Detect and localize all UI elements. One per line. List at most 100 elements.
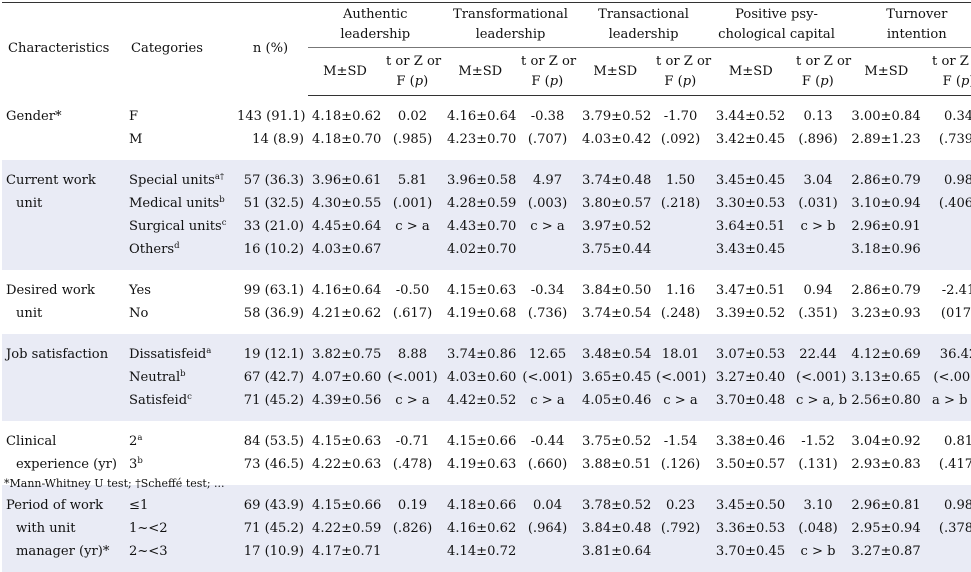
category-label: Special units: [129, 173, 215, 188]
category-cell: F: [125, 105, 233, 128]
gap-cell: [2, 270, 971, 279]
msd-cell: 2.86±0.79: [844, 279, 928, 302]
test-stat-cell: 5.81: [382, 169, 443, 192]
gap-cell: [2, 96, 971, 106]
msd-cell: 4.16±0.62: [443, 517, 517, 540]
category-cell: M: [125, 128, 233, 151]
msd-cell: 3.48±0.54: [578, 343, 652, 366]
header-characteristics: Characteristics: [2, 3, 125, 96]
test-stat-cell: (<.001): [652, 366, 709, 389]
test-stat-cell: 0.98: [928, 169, 971, 192]
test-stat-cell: [382, 238, 443, 261]
test-stat-cell: (.964): [517, 517, 578, 540]
category-label: Surgical units: [129, 219, 222, 234]
gap-cell: [2, 325, 971, 334]
msd-cell: 4.15±0.66: [308, 494, 382, 517]
category-label: F: [129, 109, 138, 124]
n-pct-cell: 71 (45.2): [233, 517, 308, 540]
section-gap: [2, 96, 971, 106]
test-stat-cell: (<.001): [792, 366, 844, 389]
test-stat-cell: 0.34: [928, 105, 971, 128]
test-stat-cell: -0.71: [382, 430, 443, 453]
test-stat-cell: [517, 540, 578, 563]
msd-cell: 4.16±0.64: [308, 279, 382, 302]
msd-cell: 3.82±0.75: [308, 343, 382, 366]
test-stat-cell: 22.44: [792, 343, 844, 366]
msd-cell: 3.74±0.54: [578, 302, 652, 325]
characteristic-cell: Job satisfaction: [2, 343, 125, 366]
msd-cell: 3.45±0.50: [709, 494, 792, 517]
header-test-line1: t or Z or: [386, 54, 441, 69]
test-stat-cell: 0.02: [382, 105, 443, 128]
characteristic-cell: [2, 238, 125, 261]
msd-cell: 3.38±0.46: [709, 430, 792, 453]
test-stat-cell: c > a: [382, 215, 443, 238]
n-pct-cell: 143 (91.1): [233, 105, 308, 128]
category-superscript: d: [174, 241, 179, 251]
section-gap: [2, 412, 971, 421]
msd-cell: 2.95±0.94: [844, 517, 928, 540]
msd-cell: 3.80±0.57: [578, 192, 652, 215]
header-test-suffix: ): [558, 74, 563, 89]
msd-cell: 2.93±0.83: [844, 453, 928, 476]
category-superscript: a: [206, 346, 211, 356]
category-cell: 1~<2: [125, 517, 233, 540]
msd-cell: 3.78±0.52: [578, 494, 652, 517]
msd-cell: 3.79±0.52: [578, 105, 652, 128]
header-test-line1: t or Z or: [932, 54, 971, 69]
gap-cell: [2, 412, 971, 421]
test-stat-cell: 18.01: [652, 343, 709, 366]
msd-cell: 2.86±0.79: [844, 169, 928, 192]
characteristic-cell: Gender*: [2, 105, 125, 128]
msd-cell: 4.28±0.59: [443, 192, 517, 215]
msd-cell: 3.74±0.48: [578, 169, 652, 192]
test-stat-cell: (.378): [928, 517, 971, 540]
test-stat-cell: [652, 540, 709, 563]
msd-cell: 4.12±0.69: [844, 343, 928, 366]
test-stat-cell: -1.52: [792, 430, 844, 453]
header-test-prefix: F (: [802, 74, 820, 89]
gap-cell: [2, 160, 971, 169]
test-stat-cell: 1.16: [652, 279, 709, 302]
msd-cell: 4.18±0.70: [308, 128, 382, 151]
msd-cell: 3.04±0.92: [844, 430, 928, 453]
test-stat-cell: (.792): [652, 517, 709, 540]
n-pct-cell: 14 (8.9): [233, 128, 308, 151]
n-pct-cell: 84 (53.5): [233, 430, 308, 453]
test-stat-cell: [652, 238, 709, 261]
test-stat-cell: (.896): [792, 128, 844, 151]
test-stat-cell: -2.41: [928, 279, 971, 302]
header-msd: M±SD: [578, 48, 652, 96]
msd-cell: 4.18±0.66: [443, 494, 517, 517]
msd-cell: 4.03±0.42: [578, 128, 652, 151]
header-test-prefix: F (: [943, 74, 961, 89]
msd-cell: 2.89±1.23: [844, 128, 928, 151]
msd-cell: 2.96±0.81: [844, 494, 928, 517]
category-cell: Neutralb: [125, 366, 233, 389]
section-gap: [2, 151, 971, 160]
n-pct-cell: 57 (36.3): [233, 169, 308, 192]
header-test-prefix: F (: [396, 74, 414, 89]
msd-cell: 4.45±0.64: [308, 215, 382, 238]
characteristic-cell: [2, 128, 125, 151]
test-stat-cell: c > b: [792, 215, 844, 238]
section-gap: [2, 334, 971, 343]
gap-cell: [2, 151, 971, 160]
test-stat-cell: (017): [928, 302, 971, 325]
msd-cell: 3.30±0.53: [709, 192, 792, 215]
test-stat-cell: (.126): [652, 453, 709, 476]
msd-cell: 3.97±0.52: [578, 215, 652, 238]
test-stat-cell: (.351): [792, 302, 844, 325]
msd-cell: 3.39±0.52: [709, 302, 792, 325]
category-label: No: [129, 306, 148, 321]
test-stat-cell: -1.70: [652, 105, 709, 128]
